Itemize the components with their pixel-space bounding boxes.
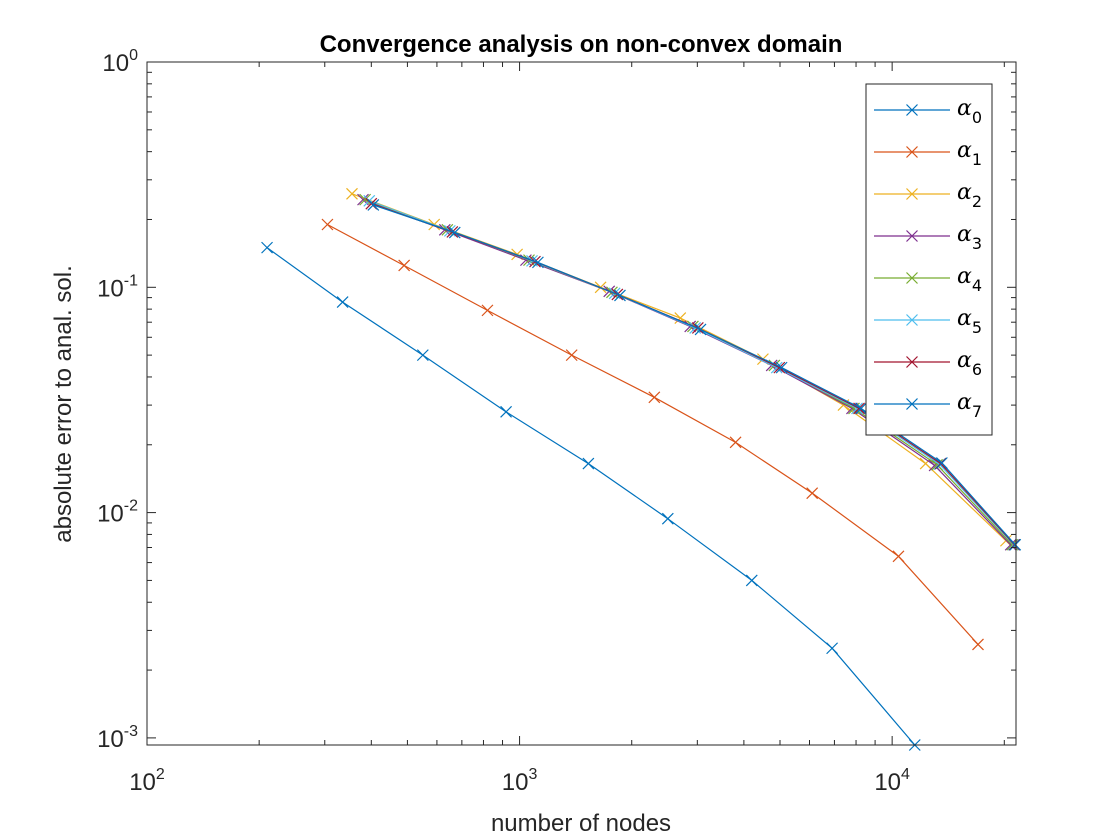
x-tick-label: 102 xyxy=(129,766,165,796)
legend-label: α0 xyxy=(957,96,982,127)
data-point-marker-b xyxy=(648,391,661,404)
legend-label: α1 xyxy=(957,138,982,169)
data-point-marker-b xyxy=(972,638,984,651)
legend-entry: α0 xyxy=(874,96,982,127)
data-point-marker-b xyxy=(1004,538,1017,551)
data-point-marker-b xyxy=(448,226,461,239)
series-7 xyxy=(367,199,1022,551)
x-axis-label: number of nodes xyxy=(491,810,671,837)
legend-label: α2 xyxy=(957,180,982,211)
legend-swatch-marker-b xyxy=(906,146,918,158)
series-layer xyxy=(261,187,1022,751)
data-point-marker-b xyxy=(853,402,865,415)
legend-label: α3 xyxy=(957,222,982,253)
data-point-marker-b xyxy=(500,405,513,418)
chart-title: Convergence analysis on non-convex domai… xyxy=(320,31,843,58)
legend-entry: α3 xyxy=(874,222,982,253)
legend-swatch-marker-b xyxy=(906,188,918,200)
legend-swatch-marker-b xyxy=(906,104,918,116)
legend-entry: α1 xyxy=(874,138,982,169)
data-point-marker-b xyxy=(565,349,578,362)
y-tick-label: 100 xyxy=(102,47,138,77)
legend-entry: α2 xyxy=(874,180,982,211)
data-point-marker-b xyxy=(346,187,358,200)
data-point-marker-b xyxy=(357,193,369,206)
legend-label: α4 xyxy=(957,264,982,295)
legend-label: α5 xyxy=(957,306,982,337)
data-point-marker-b xyxy=(892,550,905,563)
data-point-marker-b xyxy=(481,304,494,317)
data-point-marker-b xyxy=(1009,538,1022,551)
data-point-marker-b xyxy=(359,193,372,206)
data-point-marker-b xyxy=(745,574,758,587)
legend-label: α6 xyxy=(957,348,982,379)
tick-layer: 102 103 104 10-3 10-2 10-1 100 xyxy=(97,47,1016,796)
data-point-marker-b xyxy=(689,322,702,334)
data-point-marker-b xyxy=(855,402,867,415)
legend-box xyxy=(865,83,993,436)
y-tick-label: 10-3 xyxy=(97,723,138,753)
data-point-marker-b xyxy=(806,487,819,500)
data-point-marker-b xyxy=(261,241,273,254)
data-point-marker-b xyxy=(531,256,544,269)
data-point-marker-b xyxy=(674,312,687,325)
data-point-marker-b xyxy=(729,436,742,449)
data-point-marker-b xyxy=(935,457,948,469)
legend-entry: α5 xyxy=(874,306,982,337)
data-point-marker-b xyxy=(770,361,783,374)
y-axis-label: absolute error to anal. sol. xyxy=(50,265,77,543)
series-0 xyxy=(261,241,921,751)
data-point-marker-b xyxy=(336,296,349,308)
data-point-marker-b xyxy=(694,323,707,336)
data-point-marker-b xyxy=(773,361,786,374)
legend-swatch-marker-b xyxy=(906,356,918,368)
data-point-marker-b xyxy=(614,289,626,302)
legend: α0 α1 α2 α3 α4 α5 α6 α7 xyxy=(865,83,993,436)
y-tick-label: 10-1 xyxy=(97,272,138,302)
legend-swatch-marker-b xyxy=(906,314,918,326)
x-tick-label: 104 xyxy=(874,766,910,796)
legend-entry: α4 xyxy=(874,264,982,295)
series-1 xyxy=(321,218,984,651)
y-tick-label: 10-2 xyxy=(97,498,138,528)
plot-box xyxy=(146,61,1017,746)
legend-label: α7 xyxy=(957,390,982,421)
data-point-marker-b xyxy=(416,349,429,362)
data-point-marker-b xyxy=(321,218,334,231)
legend-swatch-marker-b xyxy=(906,398,918,410)
legend-swatch-marker-b xyxy=(906,230,918,242)
data-point-marker-b xyxy=(851,402,863,415)
data-point-marker-b xyxy=(398,259,411,272)
data-point-marker-b xyxy=(826,642,839,655)
data-point-marker-b xyxy=(661,512,674,525)
data-point-marker-b xyxy=(775,361,788,374)
legend-swatch-marker-b xyxy=(906,272,918,284)
data-point-marker-b xyxy=(582,457,595,470)
legend-entry: α7 xyxy=(874,390,982,421)
x-tick-label: 103 xyxy=(502,766,538,796)
data-point-marker-b xyxy=(367,199,380,211)
legend-entry: α6 xyxy=(874,348,982,379)
